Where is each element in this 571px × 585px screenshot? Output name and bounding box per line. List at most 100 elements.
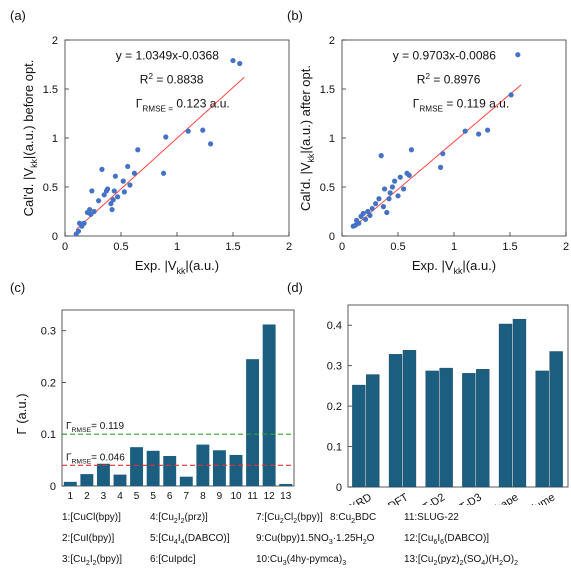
compound-key-entry: 9:Cu(bpy)1.5NO3·1.25H2O [256, 533, 375, 546]
x-tick-label: 5 [134, 491, 140, 502]
data-point [112, 173, 118, 179]
data-point [185, 128, 191, 134]
plot-frame [347, 304, 569, 488]
x-tick-label: 7 [184, 491, 190, 502]
bar [229, 454, 243, 486]
data-point [109, 206, 115, 213]
y-tick-label: 0.2 [327, 401, 342, 413]
x-tick-label: 3 [101, 491, 107, 502]
x-tick-label: DFT-D3 [445, 491, 484, 505]
compound-key-entry: 6:[CuIpdc] [150, 554, 196, 565]
y-tick-label: 2 [329, 35, 335, 47]
x-tick-label: XRD [348, 491, 374, 505]
data-point [108, 201, 114, 207]
fit-line [352, 84, 522, 228]
bar [402, 350, 417, 488]
data-point [397, 174, 403, 180]
compound-key-entry: 2:[CuI(bpy)] [62, 533, 115, 544]
data-point [208, 141, 214, 147]
data-point [360, 210, 366, 217]
data-point [101, 192, 107, 198]
bar [130, 447, 144, 486]
data-point [380, 204, 387, 210]
y-axis-label: Γ (a.u.) [14, 393, 29, 434]
data-point [125, 163, 131, 170]
x-tick-label: 1 [68, 491, 74, 502]
data-point [365, 208, 371, 215]
compound-key-entry: 12:[Cu6I6(DABCO)] [404, 533, 490, 546]
rmse-reference-label: ΓRMSE​= 0.119 [66, 421, 124, 434]
y-tick-label: 0 [52, 231, 58, 243]
data-point [91, 208, 97, 215]
y-tick-label: 0.2 [41, 377, 56, 389]
x-tick-label: 0 [339, 241, 345, 253]
x-tick-label: 5 [150, 491, 156, 502]
data-point [386, 196, 392, 202]
bar [279, 483, 293, 486]
y-axis-label: Cal'd. |Vkk​|(a.u.) before opt. [21, 60, 39, 217]
data-point [131, 170, 138, 176]
rmse-reference-label: ΓRMSE​= 0.046 [66, 452, 125, 465]
data-point [406, 172, 412, 178]
compound-key-entry: 7:[Cu2Cl2(bpy)] [256, 512, 323, 525]
x-tick-label: DFT-D2 [408, 491, 447, 505]
compound-key-entry: 3:[Cu2I2(bpy)] [62, 554, 123, 567]
data-point [376, 196, 382, 202]
x-tick-label: 1 [451, 241, 457, 253]
data-point [104, 186, 111, 192]
data-point [87, 206, 93, 213]
data-point [395, 193, 401, 199]
data-point [160, 170, 167, 176]
bar [388, 354, 403, 488]
bar [179, 476, 193, 486]
bar [512, 318, 527, 488]
data-point [373, 201, 379, 207]
y-tick-label: 0.3 [41, 326, 56, 338]
x-tick-label: 1.5 [502, 241, 517, 253]
compound-key-entry: 10:Cu3(4hy-pymca)3 [256, 554, 347, 567]
data-point [237, 60, 243, 67]
x-tick-label: 0.5 [113, 241, 128, 253]
compound-key-entry: 8:Cu2BDC [330, 512, 377, 525]
x-tick-label: 1.5 [225, 241, 240, 253]
panel-label: (a) [10, 8, 26, 23]
data-point [99, 166, 105, 172]
y-tick-label: 0.3 [327, 361, 342, 373]
panel-label: (b) [287, 8, 303, 23]
compound-key-entry: 1:[CuCl(bpy)] [62, 512, 121, 523]
data-point [369, 205, 375, 212]
x-tick-label: 8 [200, 491, 206, 502]
data-point [230, 57, 236, 64]
x-tick-label: 13 [280, 491, 292, 502]
data-point [163, 134, 169, 140]
bar [439, 367, 453, 488]
x-tick-label: 2 [563, 241, 569, 253]
compound-key-entry: 11:SLUG-22 [404, 512, 459, 523]
bar [498, 323, 513, 488]
rmse-value: ΓRMSE =​ 0.123 a.u. [136, 97, 230, 114]
x-tick-label: 0.5 [390, 241, 405, 253]
bar [163, 455, 177, 486]
x-tick-label: 0 [62, 241, 68, 253]
x-tick-label: 2 [84, 491, 90, 502]
y-tick-label: 0.4 [327, 320, 342, 332]
data-point [88, 211, 94, 218]
data-point [485, 127, 491, 133]
data-point [127, 182, 133, 188]
y-tick-label: 0.1 [327, 442, 342, 454]
bar [352, 384, 366, 488]
y-tick-label: 0 [336, 482, 342, 494]
data-point [89, 188, 95, 194]
data-point [111, 188, 117, 194]
data-point [387, 190, 393, 196]
plot-frame [341, 39, 567, 237]
x-tick-label: 2 [286, 241, 292, 253]
y-tick-label: 0.5 [320, 182, 335, 194]
x-tick-label: 12 [264, 491, 276, 502]
data-point [462, 128, 468, 134]
data-point [120, 178, 126, 184]
data-point [389, 184, 395, 190]
y-tick-label: 1.5 [43, 84, 58, 96]
data-point [408, 147, 415, 153]
compound-key-entry: 5:[Cu4I4(DABCO)] [150, 533, 230, 546]
